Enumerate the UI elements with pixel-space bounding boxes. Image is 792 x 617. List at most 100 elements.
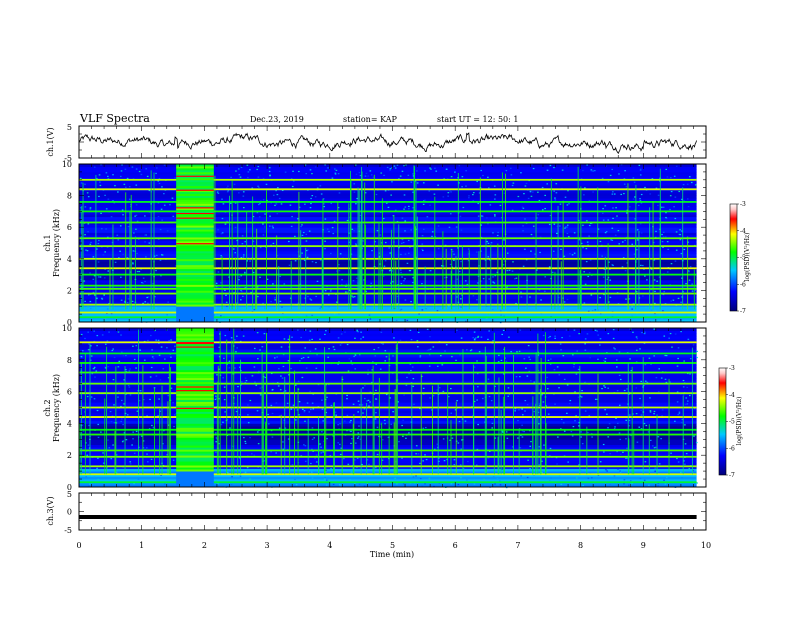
spectrogram-cell (611, 239, 614, 241)
spectrogram-cell (566, 224, 569, 226)
spectrogram-cell (501, 430, 504, 432)
ch1-spectrogram-ytick-labels: 0 2 4 6 8 10 (62, 160, 72, 327)
spectrogram-cell (635, 361, 638, 363)
spectrogram-cell (353, 183, 356, 185)
spectrogram-row (79, 169, 697, 173)
spectrogram-cell (643, 268, 645, 270)
spectrogram-cell (92, 368, 95, 370)
spectrogram-cell (79, 207, 82, 209)
spectrogram-cell (253, 308, 256, 311)
spectrogram-cell (514, 410, 516, 412)
spectrogram-cell (328, 306, 330, 308)
spectrogram-cell (99, 184, 102, 187)
spectrogram-cell (121, 209, 124, 211)
spectrogram-cell (272, 242, 275, 245)
spectrogram-cell (441, 364, 444, 366)
spectrogram-cell (107, 270, 110, 272)
spectrogram-cell (163, 193, 165, 195)
spectrogram-cell (329, 290, 332, 292)
spectrogram-cell (261, 346, 264, 348)
spectrogram-cell (616, 422, 619, 424)
spectrogram-burst-cell (176, 175, 214, 179)
spectrogram-cell (127, 384, 130, 387)
spectrogram-cell (330, 202, 333, 204)
spectrogram-cell (402, 435, 404, 437)
spectrogram-cell (615, 207, 617, 209)
spectrogram-cell (502, 264, 505, 266)
spectrogram-cell (240, 317, 243, 319)
spectrogram-cell (505, 486, 508, 489)
spectrogram-cell (253, 347, 256, 350)
spectrogram-cell (135, 430, 138, 433)
spectrogram-cell (639, 223, 642, 225)
spectrogram-cell (603, 293, 605, 296)
spectrogram-cell (89, 272, 91, 274)
spectrogram-cell (264, 213, 266, 215)
spectrogram-cell (607, 310, 610, 312)
spectrogram-cell (616, 450, 618, 453)
spectrogram-cell (401, 217, 404, 219)
spectrogram-cell (431, 231, 434, 233)
spectrogram-cell (519, 376, 521, 378)
spectrogram-burst-cell (176, 457, 214, 460)
spectrogram-cell (424, 170, 426, 172)
spectrogram-cell (472, 194, 474, 196)
spectrogram-cell (242, 195, 245, 197)
spectrogram-cell (405, 437, 407, 439)
spectrogram-cell (688, 271, 690, 273)
spectrogram-cell (527, 197, 530, 200)
spectrogram-cell (100, 164, 102, 166)
spectrogram-cell (234, 226, 237, 229)
spectrogram-cell (557, 436, 559, 438)
spectrogram-cell (288, 374, 290, 376)
spectrogram-cell (494, 198, 496, 200)
spectrogram-cell (121, 351, 123, 353)
spectrogram-cell (419, 478, 422, 480)
spectrogram-cell (123, 432, 126, 434)
spectrogram-burst-cell (176, 314, 214, 317)
spectrogram-burst-cell (176, 335, 214, 339)
spectrogram-burst-cell (176, 274, 214, 277)
spectrogram-spike (154, 388, 155, 475)
spectrogram-cell (522, 225, 524, 227)
spectrogram-cell (90, 241, 92, 244)
spectrogram-cell (496, 477, 499, 479)
spectrogram-burst-cell (176, 365, 214, 369)
spectrogram-cell (290, 367, 292, 370)
spectrogram-cell (352, 296, 355, 298)
spectrogram-cell (515, 277, 518, 279)
spectrogram-cell (478, 351, 481, 353)
spectrogram-burst-cell (176, 355, 214, 359)
spectrogram-cell (366, 400, 368, 402)
spectrogram-cell (137, 478, 140, 480)
spectrogram-cell (112, 200, 114, 202)
spectrogram-cell (401, 239, 404, 241)
ch1-colorbar-ticks: -3-4-5-6-7 (737, 201, 746, 315)
spectrogram-cell (97, 478, 100, 481)
spectrogram-cell (511, 184, 514, 187)
spectrogram-cell (461, 176, 464, 178)
spectrogram-spike (484, 346, 486, 475)
spectrogram-cell (421, 243, 424, 245)
spectrogram-cell (225, 294, 227, 296)
spectrogram-cell (218, 443, 221, 445)
spectrogram-cell (437, 184, 439, 186)
spectrogram-cell (278, 368, 280, 370)
spectrogram-cell (340, 333, 343, 335)
spectrogram-row (79, 248, 697, 252)
spectrogram-spike (604, 256, 606, 310)
spectrogram-cell (551, 271, 554, 273)
spectrogram-cell (672, 299, 675, 301)
spectrogram-cell (381, 459, 384, 461)
spectrogram-cell (547, 336, 550, 339)
spectrogram-cell (586, 220, 588, 222)
spectrogram-cell (476, 399, 478, 401)
spectrogram-cell (265, 477, 267, 480)
spectrogram-cell (247, 176, 249, 179)
spectrogram-cell (472, 337, 475, 339)
ch1-colorbar: -3-4-5-6-7 log(PSD)(V²/Hz) (729, 201, 751, 315)
spectrogram-cell (379, 436, 382, 438)
spectrogram-cell (454, 171, 456, 173)
spectrogram-cell (694, 289, 697, 291)
